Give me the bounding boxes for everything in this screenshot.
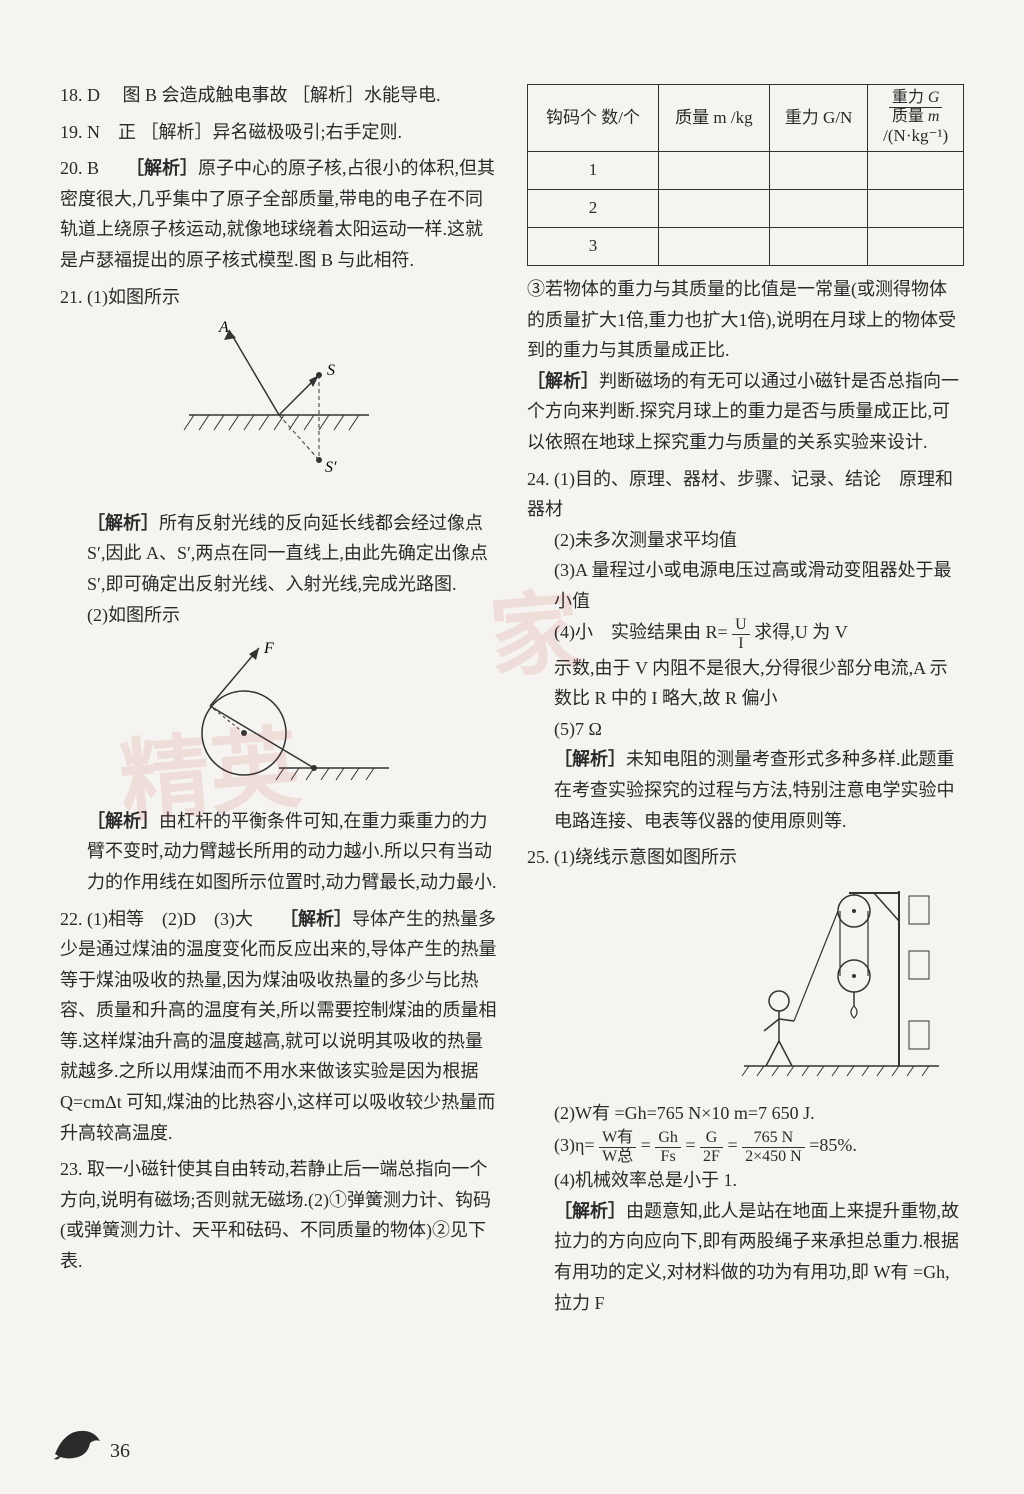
text: 图 B 会造成触电事故 bbox=[105, 85, 288, 105]
svg-text:F: F bbox=[263, 640, 274, 657]
td: 2 bbox=[528, 190, 659, 228]
text: (1)绕线示意图如图所示 bbox=[554, 847, 737, 867]
text: (1)如图所示 bbox=[87, 287, 180, 307]
analysis: ［解析］所有反射光线的反向延长线都会经过像点 S′,因此 A、S′,两点在同一直… bbox=[60, 508, 497, 600]
td: 3 bbox=[528, 228, 659, 266]
right-column: 钩码个 数/个 质量 m /kg 重力 G/N 重力 G质量 m/(N·kg⁻¹… bbox=[527, 80, 964, 1324]
analysis: ［解析］由题意知,此人是站在地面上来提升重物,故拉力的方向应向下,即有两股绳子来… bbox=[527, 1196, 964, 1318]
q23: 23. 取一小磁针使其自由转动,若静止后一端总指向一个方向,说明有磁场;否则就无… bbox=[60, 1154, 497, 1276]
page-number: 36 bbox=[110, 1434, 130, 1468]
td bbox=[659, 190, 770, 228]
analysis-label: ［解析］ bbox=[554, 749, 626, 769]
answer: N 正 bbox=[87, 122, 136, 142]
q-number: 20. bbox=[60, 158, 83, 178]
answer: (1)相等 (2)D (3)大 bbox=[87, 909, 253, 929]
text: ③若物体的重力与其质量的比值是一常量(或测得物体的质量扩大1倍,重力也扩大1倍)… bbox=[527, 274, 964, 366]
text: (5)7 Ω bbox=[527, 714, 964, 745]
analysis-label: ［解析］ bbox=[87, 513, 159, 533]
text: (2)未多次测量求平均值 bbox=[527, 525, 964, 556]
th: 重力 G质量 m/(N·kg⁻¹) bbox=[868, 85, 964, 152]
td bbox=[769, 152, 868, 190]
th: 质量 m /kg bbox=[659, 85, 770, 152]
td bbox=[769, 190, 868, 228]
q-number: 21. bbox=[60, 287, 83, 307]
q-number: 18. bbox=[60, 85, 83, 105]
q21: 21. (1)如图所示 bbox=[60, 282, 497, 898]
td bbox=[868, 190, 964, 228]
q20: 20. B ［解析］原子中心的原子核,占很小的体积,但其密度很大,几乎集中了原子… bbox=[60, 153, 497, 275]
text: (3)A 量程过小或电源电压过高或滑动变阻器处于最小值 bbox=[527, 555, 964, 616]
q18: 18. D 图 B 会造成触电事故 ［解析］水能导电. bbox=[60, 80, 497, 111]
analysis: ［解析］水能导电. bbox=[292, 85, 441, 105]
analysis: ［解析］由杠杆的平衡条件可知,在重力乘重力的力臂不变时,动力臂越长所用的动力越小… bbox=[60, 806, 497, 898]
answer: B bbox=[87, 158, 99, 178]
text: (2)W有 =Gh=765 N×10 m=7 650 J. bbox=[527, 1098, 964, 1129]
q-number: 22. bbox=[60, 909, 83, 929]
analysis: ［解析］异名磁极吸引;右手定则. bbox=[141, 122, 403, 142]
left-column: 18. D 图 B 会造成触电事故 ［解析］水能导电. 19. N 正 ［解析］… bbox=[60, 80, 497, 1324]
analysis: ［解析］未知电阻的测量考查形式多种多样.此题重在考查实验探究的过程与方法,特别注… bbox=[527, 744, 964, 836]
q-number: 25. bbox=[527, 847, 550, 867]
text: (4)机械效率总是小于 1. bbox=[527, 1165, 964, 1196]
text: 示数,由于 V 内阻不是很大,分得很少部分电流,A 示数比 R 中的 I 略大,… bbox=[527, 653, 964, 714]
text: (2)如图所示 bbox=[60, 600, 497, 631]
equation: (3)η= W有W总 = GhFs = G2F = 765 N2×450 N =… bbox=[527, 1129, 964, 1165]
text: (1)目的、原理、器材、步骤、记录、结论 原理和器材 bbox=[527, 469, 953, 520]
text: (4)小 实验结果由 R= UI 求得,U 为 V bbox=[527, 616, 964, 652]
page-content: 18. D 图 B 会造成触电事故 ［解析］水能导电. 19. N 正 ［解析］… bbox=[60, 80, 964, 1324]
q22: 22. (1)相等 (2)D (3)大 ［解析］导体产生的热量多少是通过煤油的温… bbox=[60, 904, 497, 1149]
text bbox=[257, 909, 275, 929]
th: 重力 G/N bbox=[769, 85, 868, 152]
td bbox=[659, 228, 770, 266]
q-number: 23. bbox=[60, 1159, 83, 1179]
svg-text:S′: S′ bbox=[325, 459, 337, 476]
figure-reflection: A S S′ bbox=[60, 320, 497, 500]
text: 取一小磁针使其自由转动,若静止后一端总指向一个方向,说明有磁场;否则就无磁场.(… bbox=[60, 1159, 491, 1271]
analysis-label: ［解析］ bbox=[527, 371, 599, 391]
td: 1 bbox=[528, 152, 659, 190]
th: 钩码个 数/个 bbox=[528, 85, 659, 152]
td bbox=[659, 152, 770, 190]
data-table: 钩码个 数/个 质量 m /kg 重力 G/N 重力 G质量 m/(N·kg⁻¹… bbox=[527, 84, 964, 266]
td bbox=[769, 228, 868, 266]
figure-pulley bbox=[527, 881, 964, 1091]
svg-text:A: A bbox=[218, 320, 229, 336]
q-number: 24. bbox=[527, 469, 550, 489]
q19: 19. N 正 ［解析］异名磁极吸引;右手定则. bbox=[60, 117, 497, 148]
analysis-label: ［解析］ bbox=[554, 1201, 626, 1221]
analysis-body: 导体产生的热量多少是通过煤油的温度变化而反应出来的,导体产生的热量等于煤油吸收的… bbox=[60, 909, 497, 1143]
analysis-label: ［解析］ bbox=[87, 811, 159, 831]
q25: 25. (1)绕线示意图如图所示 bbox=[527, 842, 964, 1318]
q23-cont: ③若物体的重力与其质量的比值是一常量(或测得物体的质量扩大1倍,重力也扩大1倍)… bbox=[527, 274, 964, 458]
text bbox=[104, 158, 122, 178]
q24: 24. (1)目的、原理、器材、步骤、记录、结论 原理和器材 (2)未多次测量求… bbox=[527, 464, 964, 837]
td bbox=[868, 152, 964, 190]
analysis-label: ［解析］ bbox=[126, 158, 198, 178]
answer: D bbox=[87, 85, 100, 105]
td bbox=[868, 228, 964, 266]
q-number: 19. bbox=[60, 122, 83, 142]
figure-lever: F bbox=[60, 638, 497, 798]
svg-text:S: S bbox=[327, 362, 335, 379]
analysis-label: ［解析］ bbox=[280, 909, 352, 929]
dolphin-icon bbox=[50, 1419, 105, 1474]
